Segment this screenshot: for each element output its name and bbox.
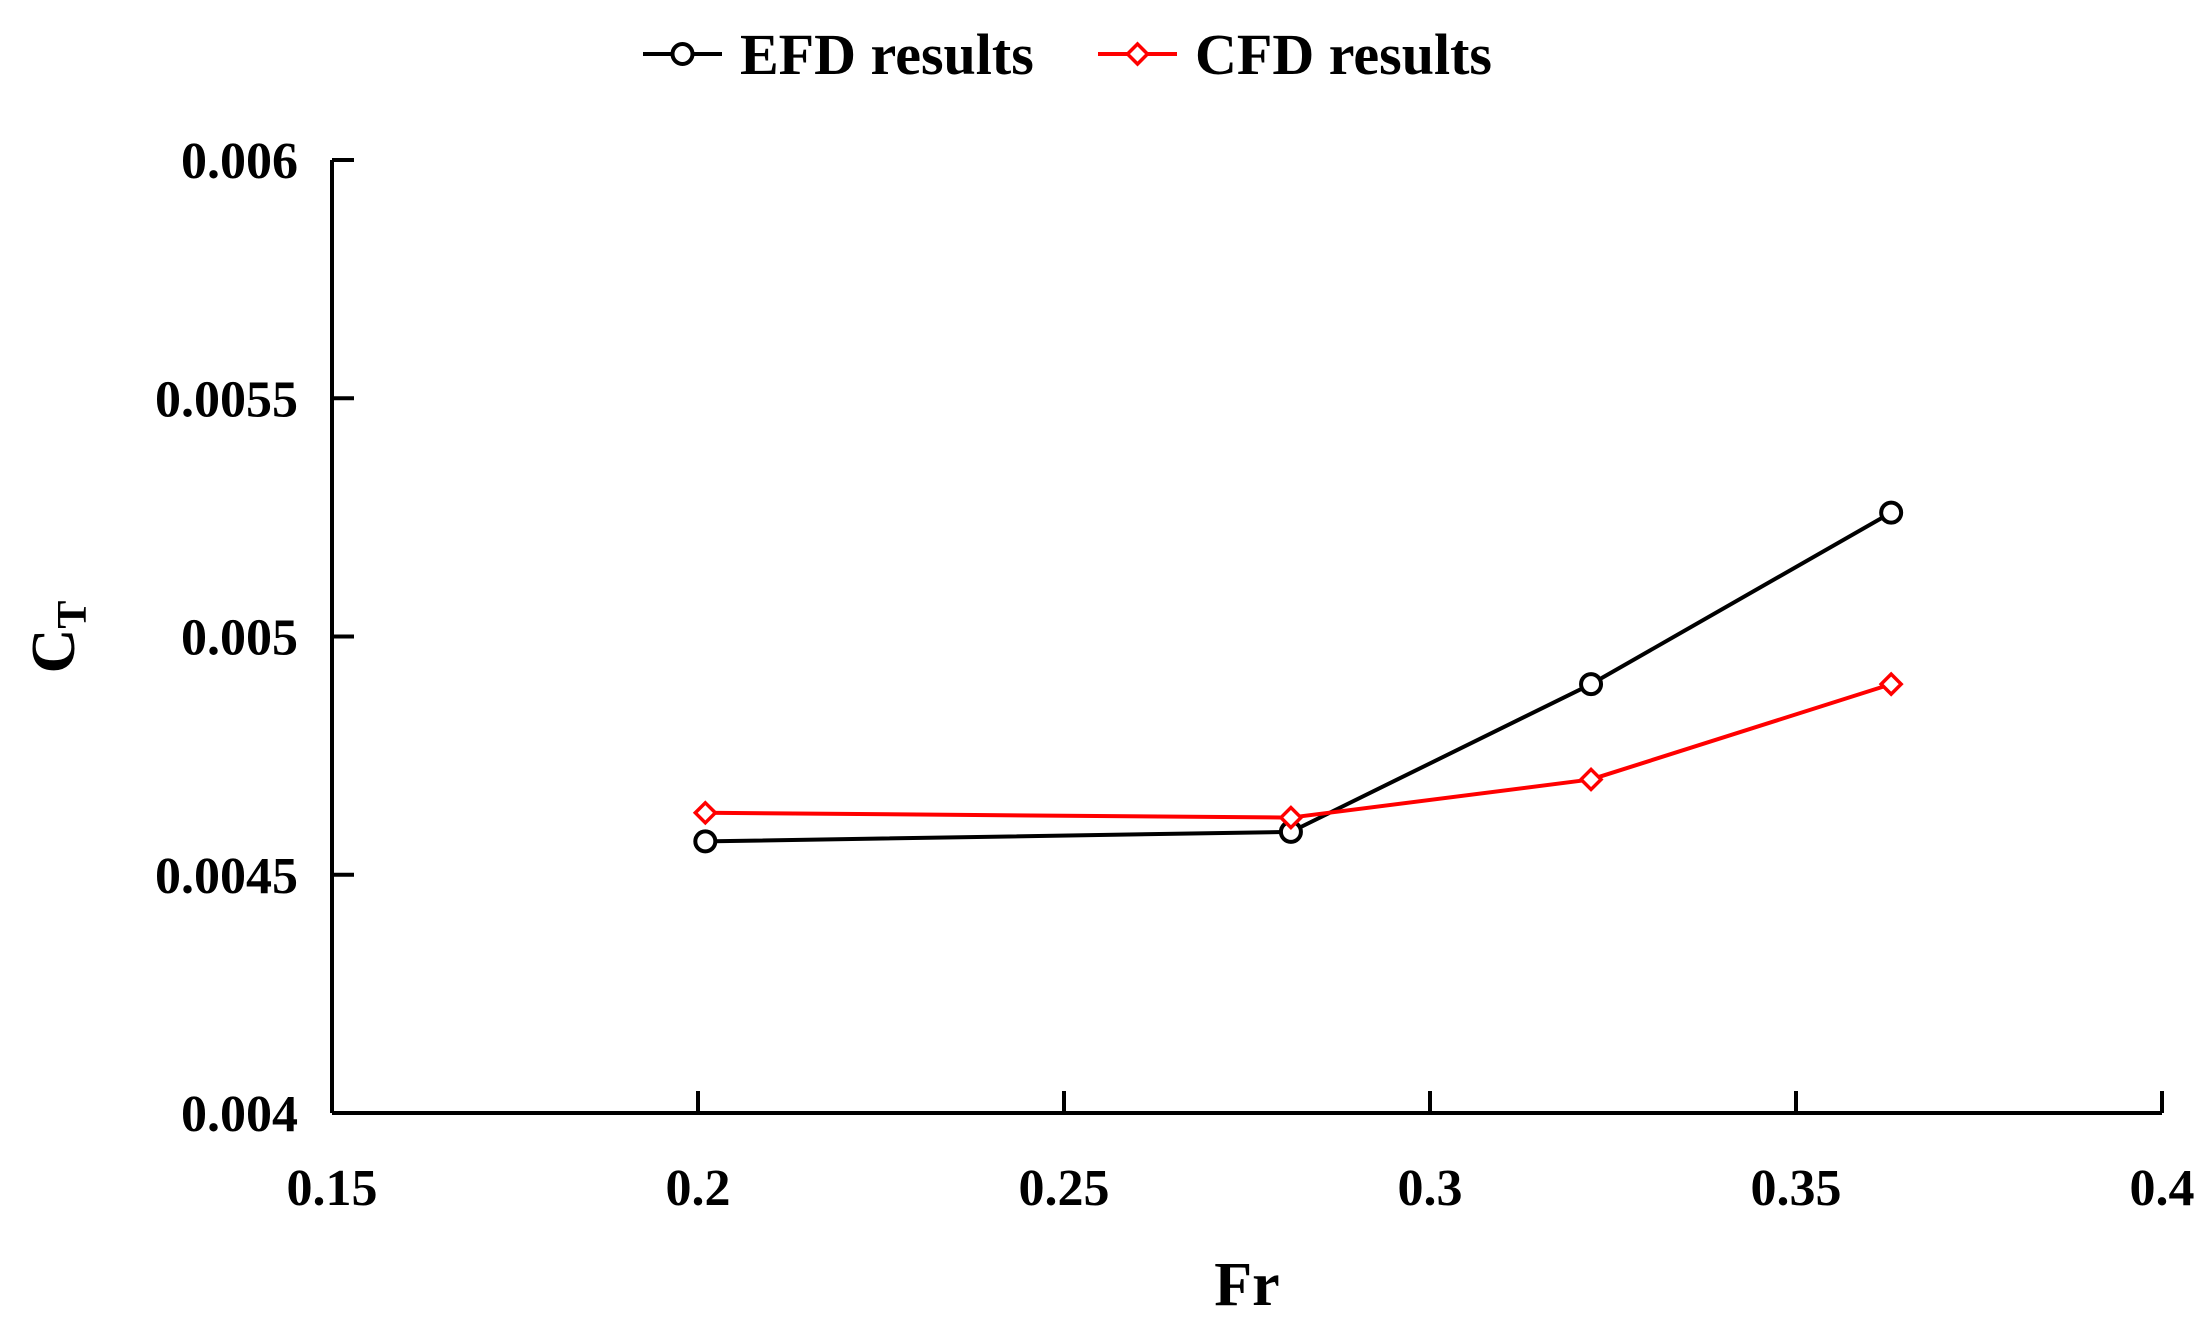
data-point-efd-results <box>693 829 718 854</box>
y-tick-label: 0.005 <box>181 610 298 667</box>
y-axis-title-main: C <box>20 629 88 674</box>
legend: EFD results CFD results <box>643 22 1492 87</box>
x-tick-label: 0.2 <box>666 1160 731 1217</box>
series-cfd-results <box>692 671 1904 831</box>
legend-marker-cfd-results <box>1125 41 1150 67</box>
series-efd-results <box>693 500 1904 854</box>
x-tick-label: 0.3 <box>1398 1160 1463 1217</box>
legend-label-cfd-results: CFD results <box>1195 22 1492 87</box>
y-tick-label: 0.004 <box>181 1086 298 1143</box>
legend-item-cfd-results: CFD results <box>1098 22 1492 87</box>
data-point-cfd-results <box>1578 766 1604 792</box>
data-point-efd-results <box>1879 500 1904 525</box>
data-point-cfd-results <box>692 800 718 826</box>
y-tick-label: 0.0045 <box>155 848 298 905</box>
y-axis-title: CT <box>20 601 96 674</box>
data-point-cfd-results <box>1878 671 1904 697</box>
data-point-efd-results <box>1579 672 1604 697</box>
y-tick-label: 0.0055 <box>155 371 298 428</box>
legend-item-efd-results: EFD results <box>643 22 1034 87</box>
y-axis-title-subscript: T <box>50 601 96 629</box>
x-tick-label: 0.15 <box>287 1160 378 1217</box>
axes: 0.15 0.2 0.25 0.3 0.35 0.4 0.0040.00450.0050.… <box>20 133 2195 1319</box>
x-tick-label: 0.35 <box>1751 1160 1842 1217</box>
data-point-cfd-results <box>1278 805 1304 831</box>
x-tick-label: 0.4 <box>2130 1160 2195 1217</box>
plot-area <box>692 500 1904 854</box>
legend-label-efd-results: EFD results <box>740 22 1034 87</box>
series-line-cfd-results <box>705 682 1892 820</box>
y-ticks: 0.004 0.0045 0.005 0.0055 0.006 <box>155 133 354 1143</box>
legend-marker-efd-results <box>670 42 695 66</box>
x-tick-label: 0.25 <box>1019 1160 1110 1217</box>
y-tick-label: 0.006 <box>181 133 298 190</box>
x-axis-title: Fr <box>1214 1251 1279 1319</box>
series-line-efd-results <box>705 510 1893 844</box>
x-ticks: 0.15 0.2 0.25 0.3 0.35 0.4 <box>287 1091 2195 1217</box>
